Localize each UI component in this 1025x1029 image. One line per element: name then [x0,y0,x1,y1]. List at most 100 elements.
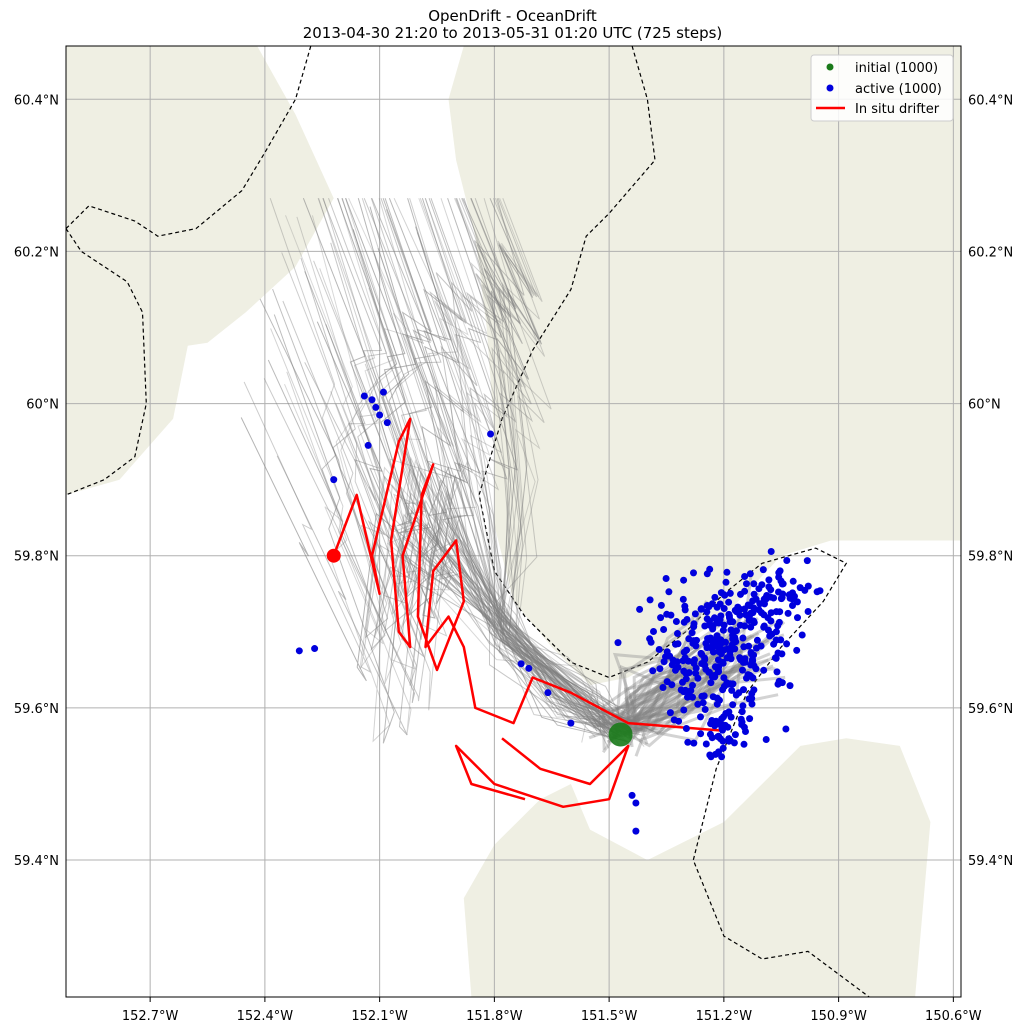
active-particle [713,632,721,640]
active-particle [663,610,671,618]
particle-trajectory [286,371,616,743]
active-particle [804,608,812,615]
legend-marker-initial [826,63,834,71]
active-particle [372,403,380,411]
particle-trajectory [317,198,621,747]
active-particle [682,725,690,732]
active-particle [728,686,736,694]
active-particle [692,642,700,650]
particle-trajectory [325,324,629,733]
active-particle [760,623,768,631]
active-particle [720,621,728,629]
active-particle [765,583,773,591]
active-particle [760,595,768,603]
particle-trajectory [341,198,623,736]
active-particle [793,598,801,606]
active-particle [747,649,755,656]
particle-trajectory [361,198,619,738]
particle-trajectory [378,198,594,743]
particle-trajectory [352,229,622,733]
active-particle [689,693,696,701]
active-particle [698,692,706,700]
active-particle [745,695,753,703]
particle-trajectory [440,198,631,737]
active-particle [775,677,783,685]
active-particle [749,657,757,665]
active-particle [517,660,525,668]
active-particle [675,717,683,725]
active-particle [772,628,780,636]
active-particle [681,686,689,694]
active-particle [727,655,735,663]
active-particle [657,601,665,609]
active-particle [737,590,744,598]
particle-trajectory [409,198,616,718]
active-particle [729,634,737,642]
y-tick-label-right: 59.6°N [968,702,1013,717]
active-particle [681,606,689,614]
active-particle [691,610,699,618]
grid-lines [66,46,961,997]
active-particle [679,657,687,665]
active-particle [727,713,735,721]
active-particle [774,622,782,630]
particle-trajectory [492,198,618,732]
particle-trajectory [622,652,771,735]
particle-trajectory [494,198,615,738]
active-particle [674,640,682,648]
active-particle [650,628,657,635]
active-particle [646,596,654,604]
legend-marker-active [826,84,834,92]
legend-box [810,54,954,122]
active-particle [674,630,681,637]
particle-trajectory [370,198,605,738]
particle-trajectory [424,198,615,727]
legend-label-active: active (1000) [855,82,942,97]
active-particle [719,737,727,745]
active-particle [718,753,726,761]
active-particle [725,598,733,606]
particle-trajectory [345,198,598,732]
active-particle [756,600,764,608]
active-particle [755,585,763,593]
legend[interactable]: initial (1000) active (1000) In situ dri… [810,54,954,122]
active-particle [701,622,709,630]
particle-trajectory [611,658,769,740]
active-particle [816,587,824,595]
active-particle [748,700,756,708]
active-particle [690,623,698,631]
active-particle [672,618,680,625]
particle-trajectory [424,198,642,730]
active-particle [746,570,754,578]
active-particle [487,430,495,438]
active-particle [668,681,676,689]
active-particle [725,612,733,620]
active-particle [646,635,654,643]
land-polygon [448,46,961,686]
active-particle [753,636,761,644]
initial-positions [608,722,633,747]
active-particle [714,666,722,674]
active-particle [706,751,714,759]
active-particle [789,602,796,609]
active-particle [726,647,734,655]
active-particle [740,740,748,748]
active-particle [741,573,749,580]
active-particle [706,565,714,573]
active-particle [311,645,319,653]
y-tick-label-left: 59.8°N [14,550,59,565]
particle-trajectory [416,232,628,726]
y-tick-label-right: 60.4°N [968,93,1013,108]
active-particle [722,578,730,586]
active-particle [673,658,681,666]
particle-trajectory [269,198,621,730]
active-particle [683,616,691,623]
active-particle [775,569,783,577]
particle-trajectory [625,654,777,751]
y-tick-label-left: 60.2°N [14,245,59,260]
active-particle [750,686,758,694]
active-particle [719,658,727,666]
particle-trajectory [281,252,632,734]
active-particle [778,650,786,658]
